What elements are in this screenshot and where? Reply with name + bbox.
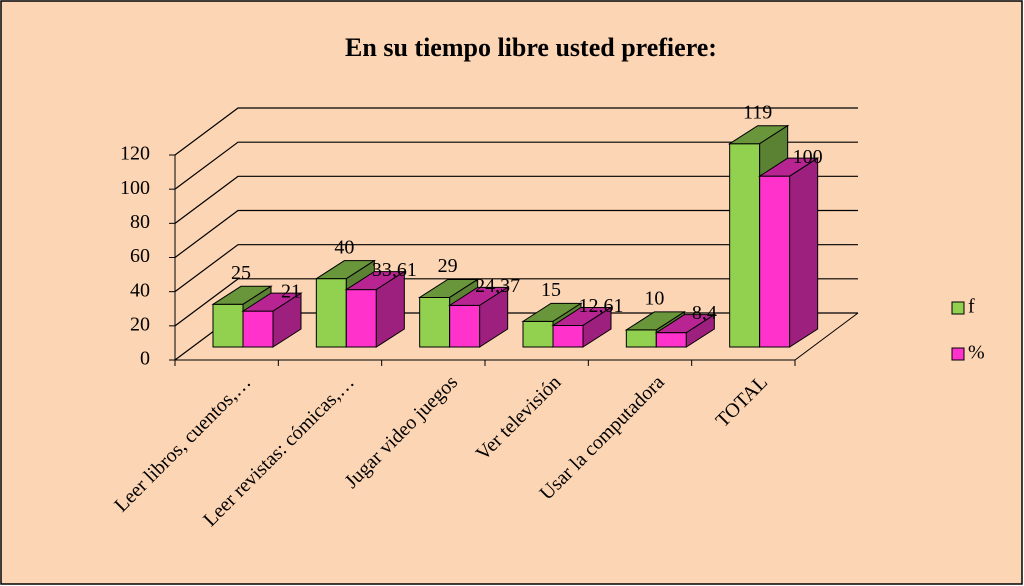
bar-front	[242, 310, 274, 348]
data-label: 119	[743, 101, 772, 123]
data-label: 40	[334, 236, 354, 258]
data-label: 29	[438, 255, 458, 277]
grid-line	[174, 244, 858, 293]
grid-line	[174, 141, 858, 190]
bar	[447, 286, 510, 348]
bar	[551, 306, 613, 348]
bar-front	[315, 278, 347, 348]
bar-front	[419, 296, 451, 348]
data-label: 10	[644, 288, 664, 310]
grid-line	[174, 209, 858, 258]
bar-front	[759, 175, 791, 348]
bar	[241, 292, 303, 348]
grid-line	[174, 107, 858, 156]
bar-side	[789, 157, 819, 348]
data-label: 33,61	[372, 259, 417, 281]
bar-front	[345, 289, 377, 348]
bar	[654, 313, 717, 348]
data-label: 21	[281, 281, 301, 303]
y-tick-label: 20	[130, 313, 150, 335]
bar-side	[685, 313, 715, 348]
legend-label: %	[968, 342, 985, 364]
bar-side	[582, 306, 612, 348]
y-tick-label: 60	[130, 245, 150, 267]
bar-side	[272, 292, 302, 348]
y-tick-label: 120	[120, 143, 150, 165]
bar	[344, 270, 407, 348]
grid-line	[174, 278, 858, 327]
data-label: 12,61	[579, 295, 624, 317]
bar-side	[375, 270, 405, 348]
bar-front	[522, 320, 554, 348]
y-tick-label: 80	[130, 211, 150, 233]
legend-label: f	[968, 296, 975, 318]
legend-swatch	[951, 347, 965, 361]
bar-front	[729, 143, 761, 348]
bar	[757, 157, 820, 348]
bar-front	[212, 303, 244, 348]
chart-title: En su tiempo libre usted prefiere:	[345, 33, 717, 62]
data-label: 25	[231, 262, 251, 284]
bar-front	[625, 329, 657, 348]
y-tick-label: 0	[140, 348, 150, 370]
data-label: 8,4	[692, 302, 717, 324]
bar-side	[479, 286, 509, 348]
y-tick-label: 100	[120, 177, 150, 199]
bar-front	[449, 304, 481, 348]
data-label: 15	[541, 279, 561, 301]
grid-line	[174, 175, 858, 224]
legend-swatch	[951, 301, 965, 315]
data-label: 100	[793, 146, 823, 168]
bar-front	[655, 332, 687, 348]
y-tick-label: 40	[130, 279, 150, 301]
data-label: 24,37	[475, 275, 520, 297]
bar-front	[552, 324, 584, 348]
